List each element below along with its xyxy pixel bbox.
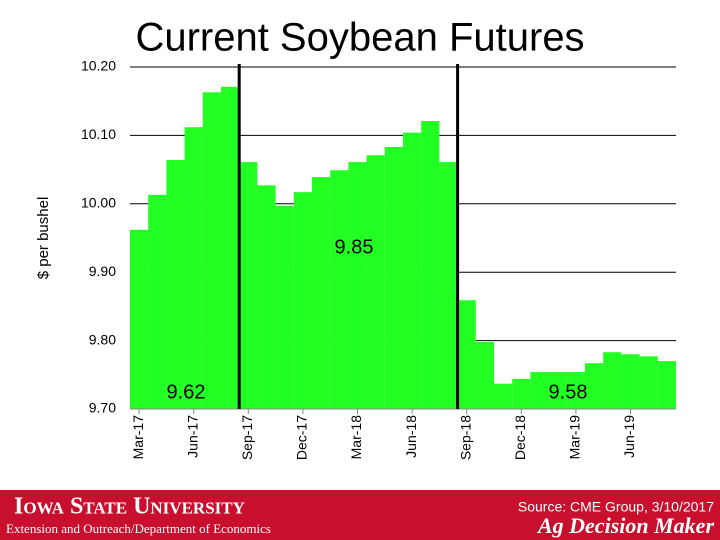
bar (566, 372, 585, 409)
bar (548, 372, 567, 409)
bar (330, 170, 349, 409)
y-tick-label: 9.90 (89, 263, 116, 279)
bar (603, 352, 622, 409)
bar (457, 300, 476, 409)
y-tick-label: 10.00 (81, 195, 116, 211)
bar (148, 194, 167, 409)
bar (403, 132, 422, 409)
bar (348, 162, 367, 409)
brand: Ag Decision Maker (536, 513, 714, 538)
x-tick-label: Dec-17 (294, 415, 310, 460)
bar (184, 127, 203, 409)
x-tick-label: Mar-18 (348, 415, 364, 460)
annotation: 9.62 (167, 381, 206, 403)
y-tick-label: 9.80 (89, 331, 116, 347)
x-tick-label: Mar-19 (567, 415, 583, 460)
bar (621, 354, 640, 409)
bar (421, 121, 440, 409)
university: Iowa State University (14, 494, 245, 520)
bar (257, 185, 276, 409)
bar (130, 229, 149, 409)
x-tick-label: Mar-17 (130, 415, 146, 460)
x-tick-label: Dec-18 (512, 415, 528, 460)
bar (366, 155, 385, 409)
bar (239, 162, 258, 409)
y-tick-label: 10.20 (81, 58, 116, 74)
footer-band (0, 490, 720, 540)
bar (312, 177, 331, 409)
x-tick-label: Jun-18 (403, 415, 419, 458)
bar (275, 205, 294, 409)
x-tick-label: Sep-18 (457, 415, 473, 460)
bar (166, 160, 185, 409)
bar (639, 356, 658, 409)
source: Source: CME Group, 3/10/2017 (518, 499, 714, 515)
bar (202, 92, 221, 410)
bar (439, 162, 458, 409)
y-tick-label: 10.10 (81, 126, 116, 142)
x-tick-label: Jun-19 (621, 415, 637, 458)
annotation: 9.58 (549, 381, 588, 403)
annotation: 9.85 (335, 236, 374, 258)
bar (221, 86, 240, 409)
x-tick-label: Sep-17 (239, 415, 255, 460)
bar (494, 383, 513, 409)
bar (293, 192, 312, 409)
bar (512, 378, 531, 409)
bar (657, 361, 676, 409)
bar (475, 341, 494, 409)
x-tick-label: Jun-17 (184, 415, 200, 458)
y-axis-label: $ per bushel (35, 197, 52, 280)
y-tick-label: 9.70 (89, 400, 116, 416)
department: Extension and Outreach/Department of Eco… (6, 521, 271, 536)
plot: 9.70 9.80 9.90 10.00 10.10 10.20 Mar-17 Jun-17 S… (81, 58, 676, 460)
bar (384, 147, 403, 409)
bar (530, 372, 549, 409)
bar (585, 363, 604, 409)
chart-title: Current Soybean Futures (135, 16, 584, 60)
